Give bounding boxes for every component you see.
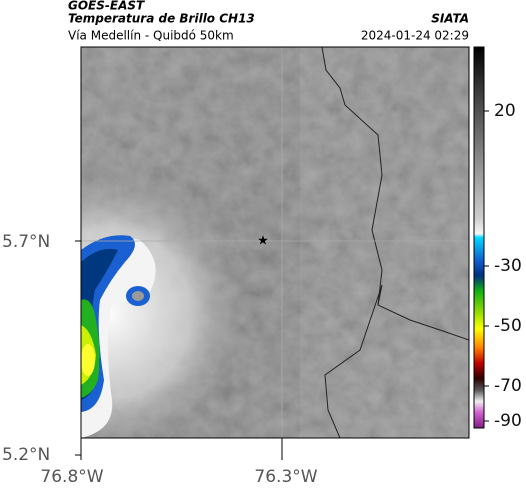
lat-label: 5.7°N bbox=[2, 232, 50, 252]
timestamp: 2024-01-24 02:29 bbox=[361, 29, 469, 43]
lon-label: 76.3°W bbox=[254, 467, 317, 487]
colorbar-label: -70 bbox=[494, 376, 522, 396]
subtitle: Vía Medellín - Quibdó 50km bbox=[68, 29, 234, 43]
colorbar bbox=[473, 46, 485, 429]
colorbar-label: -90 bbox=[494, 411, 522, 431]
credit: SIATA bbox=[431, 12, 469, 26]
colorbar-label: -50 bbox=[494, 316, 522, 336]
colorbar-label: 20 bbox=[494, 101, 516, 121]
source: GOES-EAST bbox=[68, 0, 145, 13]
colorbar-label: -30 bbox=[494, 256, 522, 276]
title: Temperatura de Brillo CH13 bbox=[68, 12, 255, 26]
svg-text:★: ★ bbox=[257, 234, 269, 249]
satellite-image: ★ bbox=[81, 47, 469, 438]
lon-label: 76.8°W bbox=[40, 467, 103, 487]
lat-label: 5.2°N bbox=[2, 445, 50, 465]
colorbar-ticks: 20 -30 -50 -70 -90 bbox=[484, 101, 522, 431]
plot-frame bbox=[80, 46, 470, 439]
